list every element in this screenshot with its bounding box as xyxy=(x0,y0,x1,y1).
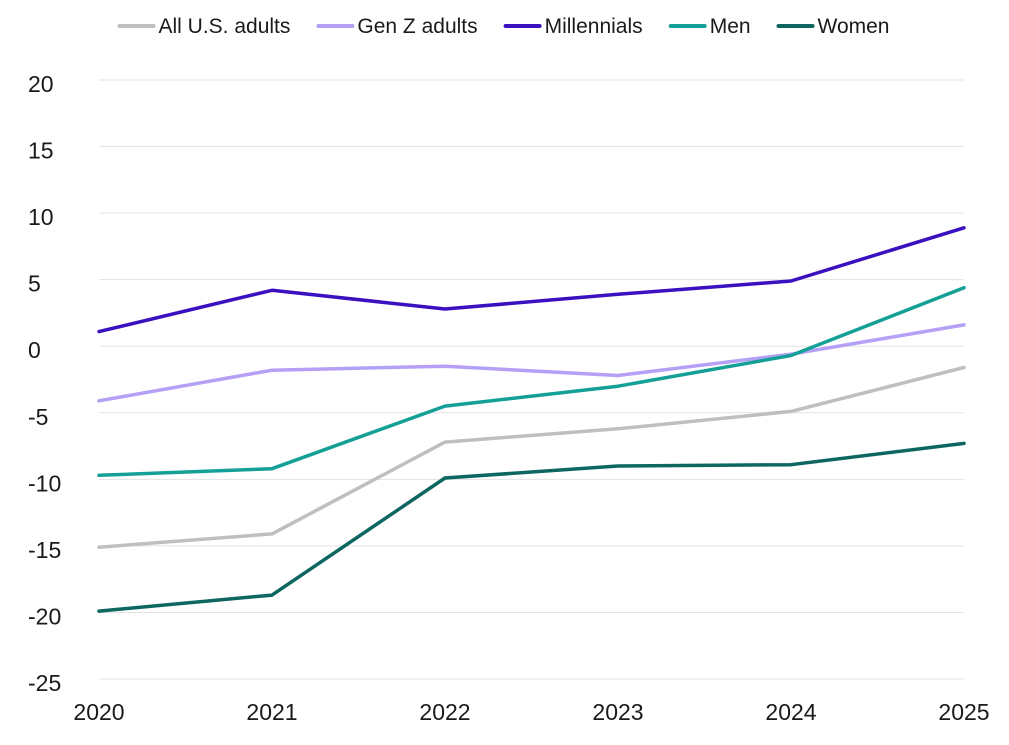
legend-item-millennials: Millennials xyxy=(503,15,643,38)
legend-label: Gen Z adults xyxy=(357,15,477,38)
y-tick-label: 0 xyxy=(28,337,41,363)
legend-label: Men xyxy=(710,15,751,38)
y-tick-label: -20 xyxy=(28,603,61,629)
legend: All U.S. adults Gen Z adults Millennials Me… xyxy=(117,15,890,38)
y-tick-label: 20 xyxy=(28,71,54,97)
series-line-women xyxy=(97,441,966,613)
x-tick-label: 2023 xyxy=(592,699,643,725)
grid-lines xyxy=(99,79,964,680)
y-tick-label: 10 xyxy=(28,204,54,230)
legend-item-gen-z-adults: Gen Z adults xyxy=(316,15,478,38)
y-axis: 20 15 10 5 0 -5 -10 -15 -20 -25 xyxy=(28,71,61,696)
legend-item-women: Women xyxy=(776,15,890,38)
y-tick-label: -10 xyxy=(28,470,61,496)
x-tick-label: 2025 xyxy=(938,699,989,725)
series-line-men xyxy=(97,285,966,478)
legend-item-men: Men xyxy=(668,15,751,38)
x-tick-label: 2022 xyxy=(419,699,470,725)
y-tick-label: 5 xyxy=(28,271,41,297)
x-tick-label: 2020 xyxy=(73,699,124,725)
x-axis: 2020 2021 2022 2023 2024 2025 xyxy=(73,699,989,725)
legend-label: Millennials xyxy=(545,15,643,38)
legend-item-all-u-s-adults: All U.S. adults xyxy=(117,15,291,38)
y-tick-label: 15 xyxy=(28,138,54,164)
y-tick-label: -25 xyxy=(28,670,61,696)
x-tick-label: 2021 xyxy=(246,699,297,725)
legend-label: All U.S. adults xyxy=(159,15,291,38)
y-tick-label: -5 xyxy=(28,404,48,430)
y-tick-label: -15 xyxy=(28,537,61,563)
x-tick-label: 2024 xyxy=(765,699,816,725)
legend-label: Women xyxy=(818,15,890,38)
series-line-all-u-s-adults xyxy=(97,365,966,549)
series-line-gen-z-adults xyxy=(97,323,966,403)
series-lines xyxy=(97,226,966,613)
series-line-millennials xyxy=(97,226,966,334)
